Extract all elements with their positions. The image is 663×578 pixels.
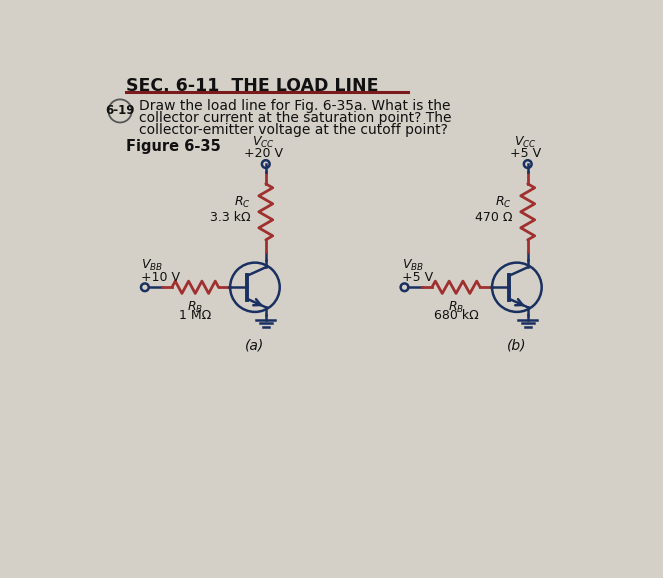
Text: 1 MΩ: 1 MΩ [179,309,211,322]
Text: $R_B$: $R_B$ [448,299,464,314]
Text: +20 V: +20 V [244,147,283,160]
Text: $V_{BB}$: $V_{BB}$ [402,258,424,273]
Text: $V_{CC}$: $V_{CC}$ [514,135,537,150]
Text: Figure 6-35: Figure 6-35 [125,139,220,154]
Text: 6-19: 6-19 [105,105,135,117]
Text: $R_B$: $R_B$ [187,299,204,314]
Text: $V_{CC}$: $V_{CC}$ [252,135,275,150]
Text: Draw the load line for Fig. 6-35a. What is the: Draw the load line for Fig. 6-35a. What … [139,99,450,113]
Text: +5 V: +5 V [402,271,434,284]
Text: $R_C$: $R_C$ [495,195,512,210]
Text: $R_C$: $R_C$ [233,195,250,210]
Text: 3.3 kΩ: 3.3 kΩ [210,212,250,224]
Text: (b): (b) [507,338,526,352]
Text: (a): (a) [245,338,265,352]
Text: +5 V: +5 V [510,147,541,160]
Text: 470 Ω: 470 Ω [475,212,512,224]
Text: 680 kΩ: 680 kΩ [434,309,479,322]
Text: collector current at the saturation point? The: collector current at the saturation poin… [139,111,452,125]
Text: +10 V: +10 V [141,271,180,284]
Text: collector-emitter voltage at the cutoff point?: collector-emitter voltage at the cutoff … [139,123,448,137]
Text: $V_{BB}$: $V_{BB}$ [141,258,163,273]
Text: SEC. 6-11  THE LOAD LINE: SEC. 6-11 THE LOAD LINE [125,77,378,95]
